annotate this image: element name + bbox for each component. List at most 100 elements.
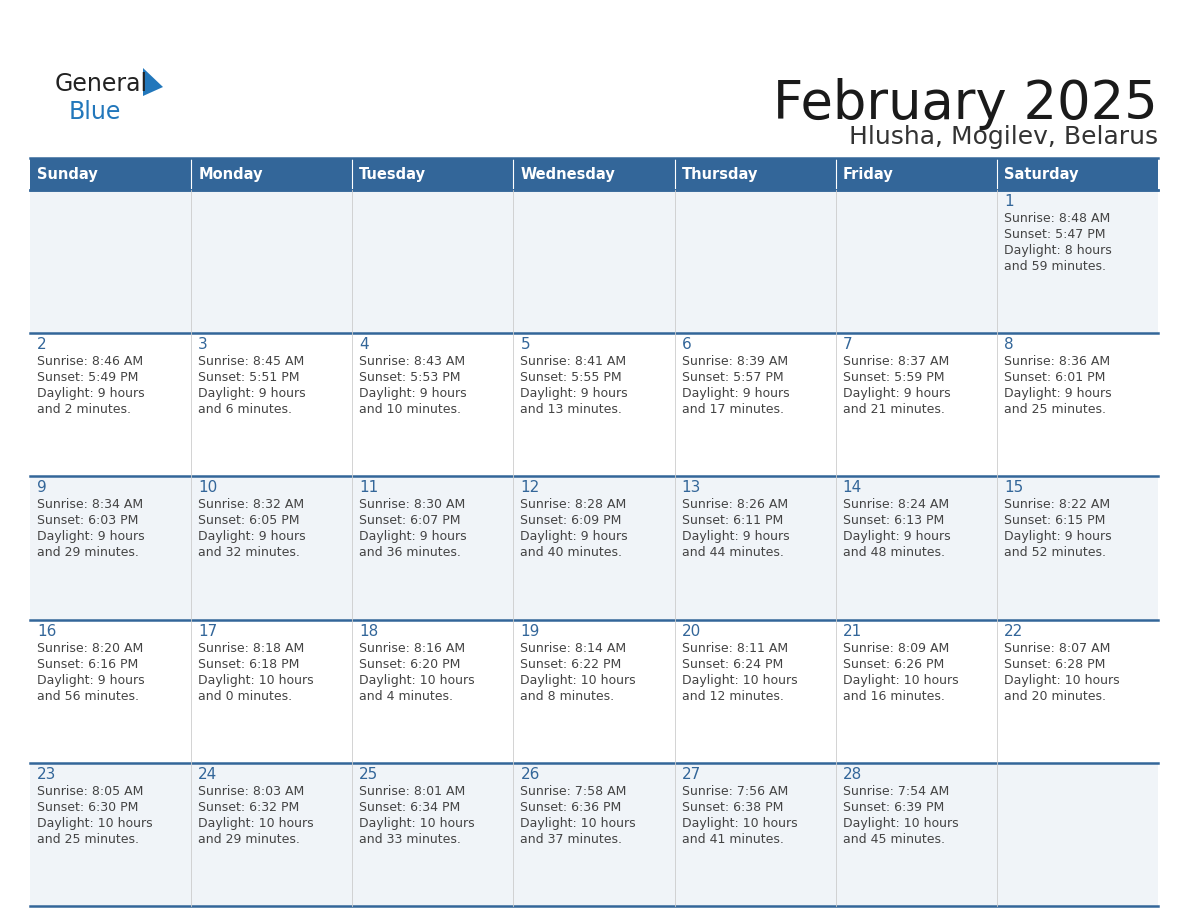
Text: 21: 21 (842, 623, 862, 639)
Text: and 8 minutes.: and 8 minutes. (520, 689, 614, 702)
Text: Sunrise: 8:16 AM: Sunrise: 8:16 AM (359, 642, 466, 655)
Text: Daylight: 10 hours: Daylight: 10 hours (359, 674, 475, 687)
Text: Daylight: 10 hours: Daylight: 10 hours (842, 674, 959, 687)
Bar (30, 158, 191, 190)
Text: and 4 minutes.: and 4 minutes. (359, 689, 454, 702)
Bar (30, 333, 191, 476)
Text: Sunset: 6:36 PM: Sunset: 6:36 PM (520, 800, 621, 813)
Text: 18: 18 (359, 623, 379, 639)
Bar (513, 190, 675, 333)
Text: Sunset: 6:34 PM: Sunset: 6:34 PM (359, 800, 461, 813)
Bar (675, 190, 835, 333)
Bar (997, 190, 1158, 333)
Text: and 37 minutes.: and 37 minutes. (520, 833, 623, 845)
Bar (997, 333, 1158, 476)
Bar (513, 333, 675, 476)
Text: and 33 minutes.: and 33 minutes. (359, 833, 461, 845)
Text: 26: 26 (520, 767, 539, 782)
Text: February 2025: February 2025 (773, 78, 1158, 130)
Text: Sunrise: 8:41 AM: Sunrise: 8:41 AM (520, 355, 626, 368)
Bar (675, 476, 835, 620)
Text: Daylight: 10 hours: Daylight: 10 hours (520, 817, 636, 830)
Text: and 12 minutes.: and 12 minutes. (682, 689, 783, 702)
Bar (997, 620, 1158, 763)
Bar (353, 476, 513, 620)
Text: and 45 minutes.: and 45 minutes. (842, 833, 944, 845)
Text: Sunrise: 8:05 AM: Sunrise: 8:05 AM (37, 785, 144, 798)
Text: Sunrise: 8:20 AM: Sunrise: 8:20 AM (37, 642, 144, 655)
Text: 25: 25 (359, 767, 379, 782)
Bar (30, 763, 191, 906)
Text: Daylight: 9 hours: Daylight: 9 hours (1004, 387, 1112, 400)
Text: Sunset: 6:13 PM: Sunset: 6:13 PM (842, 514, 944, 528)
Bar (353, 190, 513, 333)
Text: Sunrise: 8:01 AM: Sunrise: 8:01 AM (359, 785, 466, 798)
Text: and 48 minutes.: and 48 minutes. (842, 546, 944, 559)
Text: Sunrise: 7:58 AM: Sunrise: 7:58 AM (520, 785, 627, 798)
Text: Daylight: 10 hours: Daylight: 10 hours (682, 674, 797, 687)
Bar (835, 476, 997, 620)
Text: Sunrise: 8:09 AM: Sunrise: 8:09 AM (842, 642, 949, 655)
Text: and 2 minutes.: and 2 minutes. (37, 403, 131, 416)
Text: and 59 minutes.: and 59 minutes. (1004, 260, 1106, 273)
Bar (675, 333, 835, 476)
Bar (997, 158, 1158, 190)
Bar (835, 333, 997, 476)
Text: 19: 19 (520, 623, 539, 639)
Text: Sunrise: 7:54 AM: Sunrise: 7:54 AM (842, 785, 949, 798)
Text: and 0 minutes.: and 0 minutes. (198, 689, 292, 702)
Text: and 25 minutes.: and 25 minutes. (1004, 403, 1106, 416)
Text: Daylight: 10 hours: Daylight: 10 hours (842, 817, 959, 830)
Text: Sunrise: 8:46 AM: Sunrise: 8:46 AM (37, 355, 143, 368)
Text: Sunrise: 8:24 AM: Sunrise: 8:24 AM (842, 498, 949, 511)
Bar (191, 158, 353, 190)
Bar (835, 190, 997, 333)
Text: Sunset: 6:22 PM: Sunset: 6:22 PM (520, 657, 621, 671)
Bar (353, 763, 513, 906)
Text: Friday: Friday (842, 166, 893, 182)
Text: Monday: Monday (198, 166, 263, 182)
Text: Sunset: 6:30 PM: Sunset: 6:30 PM (37, 800, 138, 813)
Text: Sunrise: 8:39 AM: Sunrise: 8:39 AM (682, 355, 788, 368)
Text: Daylight: 9 hours: Daylight: 9 hours (359, 387, 467, 400)
Text: 27: 27 (682, 767, 701, 782)
Text: Daylight: 10 hours: Daylight: 10 hours (37, 817, 152, 830)
Text: Sunset: 6:28 PM: Sunset: 6:28 PM (1004, 657, 1105, 671)
Text: 23: 23 (37, 767, 56, 782)
Text: Daylight: 9 hours: Daylight: 9 hours (682, 387, 789, 400)
Bar (835, 763, 997, 906)
Text: 22: 22 (1004, 623, 1023, 639)
Text: and 29 minutes.: and 29 minutes. (198, 833, 301, 845)
Text: 2: 2 (37, 337, 46, 353)
Text: Sunset: 5:59 PM: Sunset: 5:59 PM (842, 371, 944, 385)
Bar (997, 763, 1158, 906)
Text: 6: 6 (682, 337, 691, 353)
Text: Sunset: 6:24 PM: Sunset: 6:24 PM (682, 657, 783, 671)
Text: Daylight: 9 hours: Daylight: 9 hours (1004, 531, 1112, 543)
Bar (513, 158, 675, 190)
Text: Sunrise: 8:30 AM: Sunrise: 8:30 AM (359, 498, 466, 511)
Text: Sunrise: 8:03 AM: Sunrise: 8:03 AM (198, 785, 304, 798)
Text: 20: 20 (682, 623, 701, 639)
Text: Blue: Blue (69, 100, 121, 124)
Text: and 13 minutes.: and 13 minutes. (520, 403, 623, 416)
Text: Daylight: 9 hours: Daylight: 9 hours (520, 531, 628, 543)
Text: Sunset: 6:32 PM: Sunset: 6:32 PM (198, 800, 299, 813)
Text: 13: 13 (682, 480, 701, 496)
Text: 8: 8 (1004, 337, 1013, 353)
Text: Wednesday: Wednesday (520, 166, 615, 182)
Bar (30, 476, 191, 620)
Text: and 10 minutes.: and 10 minutes. (359, 403, 461, 416)
Text: Thursday: Thursday (682, 166, 758, 182)
Text: Sunday: Sunday (37, 166, 97, 182)
Text: Sunrise: 8:45 AM: Sunrise: 8:45 AM (198, 355, 304, 368)
Text: Daylight: 8 hours: Daylight: 8 hours (1004, 244, 1112, 257)
Text: Daylight: 9 hours: Daylight: 9 hours (842, 531, 950, 543)
Bar (675, 158, 835, 190)
Text: Sunset: 5:47 PM: Sunset: 5:47 PM (1004, 228, 1105, 241)
Text: Daylight: 9 hours: Daylight: 9 hours (37, 387, 145, 400)
Text: Sunset: 6:16 PM: Sunset: 6:16 PM (37, 657, 138, 671)
Text: 14: 14 (842, 480, 862, 496)
Text: Daylight: 10 hours: Daylight: 10 hours (359, 817, 475, 830)
Bar (835, 620, 997, 763)
